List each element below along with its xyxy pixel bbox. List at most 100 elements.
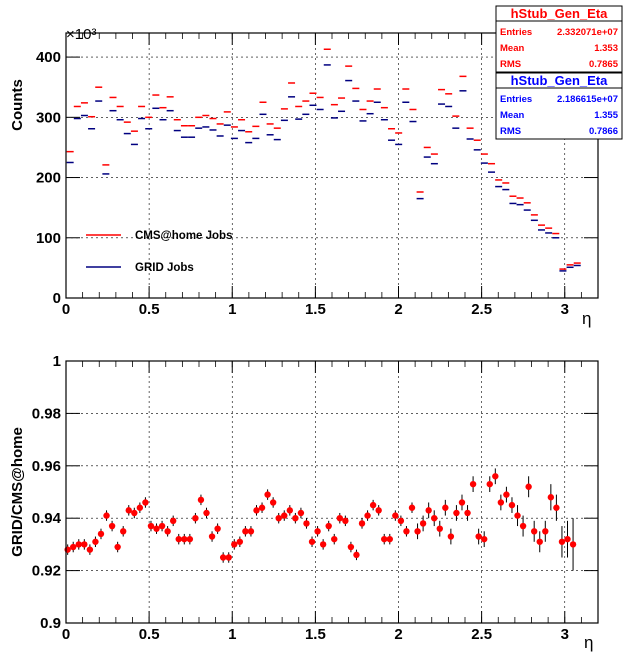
data-point	[219, 554, 227, 561]
data-point	[369, 501, 377, 509]
data-point	[192, 515, 199, 522]
data-point	[264, 491, 271, 498]
y-tick-label: 300	[36, 109, 61, 126]
y-tick-label: 0.9	[40, 615, 61, 632]
data-point	[408, 504, 416, 511]
data-point	[120, 528, 127, 535]
data-point	[81, 541, 88, 548]
ratio-x-axis-title: η	[584, 633, 593, 652]
data-point	[286, 507, 294, 514]
x-tick-label: 1	[228, 301, 236, 318]
series-grid	[66, 64, 581, 272]
y-tick-label: 0.94	[32, 510, 62, 527]
x-tick-label: 1	[228, 626, 236, 643]
x-tick-label: 2.5	[471, 626, 492, 643]
data-point	[469, 480, 477, 488]
data-point	[403, 528, 410, 535]
x-tick-label: 3	[561, 301, 569, 318]
data-point	[425, 507, 432, 514]
data-point	[386, 535, 393, 543]
data-point	[319, 541, 327, 548]
counts-y-multiplier: ×10³	[66, 26, 96, 43]
data-point	[225, 554, 232, 561]
stats-title: hStub_Gen_Eta	[511, 6, 609, 21]
data-point	[275, 515, 282, 522]
stats-mean-value: 1.355	[594, 110, 618, 121]
data-point	[70, 543, 77, 551]
data-point	[553, 504, 560, 511]
data-point	[397, 517, 405, 525]
data-point	[103, 512, 110, 519]
data-point	[181, 535, 188, 543]
data-point	[197, 496, 205, 504]
x-tick-label: 2	[394, 626, 402, 643]
data-point	[503, 491, 510, 498]
ratio-ticks	[65, 360, 599, 624]
counts-y-tick-labels: 0 100 200 300 400	[36, 49, 61, 307]
data-point	[569, 541, 577, 548]
stats-box-cms-home: hStub_Gen_Eta Entries 2.332071e+07 Mean …	[495, 5, 623, 73]
stats-entries-label: Entries	[500, 27, 532, 38]
data-point	[136, 504, 144, 511]
data-point	[142, 499, 149, 506]
y-tick-label: 100	[36, 230, 61, 247]
stats-entries-label: Entries	[500, 94, 532, 105]
data-point	[342, 517, 349, 525]
data-point	[308, 538, 316, 545]
ratio-plot: 0 0.5 1 1.5 2 2.5 3 0.9 0.92 0.94 0.96 0.98 1 GRID/…	[9, 353, 599, 652]
ratio-y-tick-labels: 0.9 0.92 0.94 0.96 0.98 1	[32, 353, 62, 632]
data-point	[258, 504, 266, 511]
data-point	[375, 507, 382, 514]
data-point	[86, 546, 94, 553]
data-point	[519, 522, 527, 530]
counts-ticks	[65, 33, 599, 299]
stats-rms-value: 0.7866	[589, 126, 618, 137]
y-tick-label: 200	[36, 170, 61, 187]
data-point	[303, 520, 310, 527]
data-point	[208, 533, 216, 540]
data-point	[231, 541, 238, 548]
ratio-x-tick-labels: 0 0.5 1 1.5 2 2.5 3	[62, 626, 569, 643]
y-tick-label: 0.92	[32, 563, 61, 580]
data-point	[314, 528, 321, 535]
x-tick-label: 0.5	[139, 626, 160, 643]
data-point	[486, 480, 493, 488]
counts-x-axis-title: η	[582, 309, 591, 328]
data-point	[419, 520, 427, 527]
data-point	[542, 528, 549, 535]
data-point	[525, 483, 532, 490]
data-point	[458, 499, 466, 506]
x-tick-label: 0.5	[139, 301, 160, 318]
data-point	[414, 528, 421, 535]
data-point	[269, 499, 277, 506]
data-point	[247, 528, 255, 535]
data-point	[492, 473, 499, 480]
counts-y-axis-title: Counts	[9, 79, 26, 131]
x-tick-label: 3	[561, 626, 569, 643]
data-point	[175, 535, 182, 543]
stats-box-grid: hStub_Gen_Eta Entries 2.186615e+07 Mean …	[495, 72, 623, 140]
data-point	[530, 528, 538, 535]
data-point	[353, 551, 360, 559]
series-cms-home	[66, 48, 581, 270]
data-point	[281, 512, 288, 519]
data-point	[364, 512, 371, 519]
stats-rms-value: 0.7865	[589, 59, 619, 70]
data-point	[436, 525, 443, 532]
ratio-y-axis-title: GRID/CMS@home	[9, 427, 26, 557]
data-point	[453, 509, 460, 517]
data-point	[153, 525, 160, 532]
data-point	[536, 538, 543, 545]
data-point	[514, 512, 521, 519]
data-point	[508, 501, 516, 509]
x-tick-label: 1.5	[305, 626, 326, 643]
legend: CMS@home Jobs GRID Jobs	[86, 230, 232, 274]
x-tick-label: 1.5	[305, 301, 326, 318]
data-point	[92, 538, 99, 545]
data-point	[558, 538, 566, 545]
y-tick-label: 0.98	[32, 405, 61, 422]
data-point	[325, 522, 332, 530]
data-point	[253, 507, 260, 514]
stats-title: hStub_Gen_Eta	[511, 73, 609, 88]
